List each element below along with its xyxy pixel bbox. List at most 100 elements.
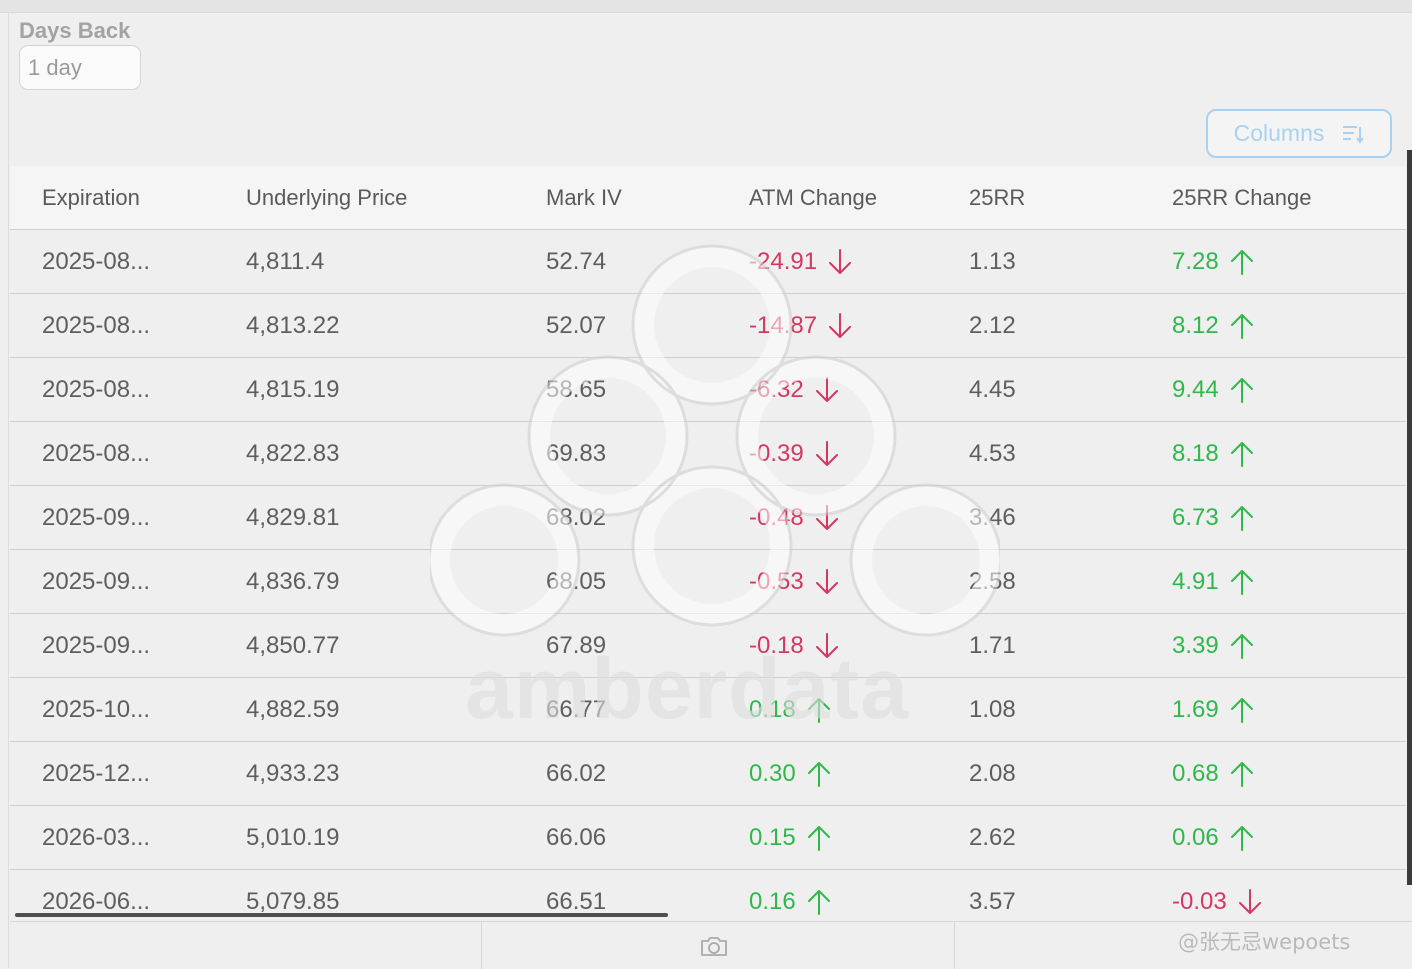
rr25-cell-value: 3.57 bbox=[969, 887, 1016, 915]
underlying-price-cell-value: 4,811.4 bbox=[246, 247, 325, 275]
days-back-label: Days Back bbox=[19, 18, 131, 43]
mark-iv-cell: 67.89 bbox=[546, 614, 606, 677]
rr25-change-cell-value: 0.68 bbox=[1172, 759, 1219, 787]
underlying-price-cell: 4,813.22 bbox=[246, 294, 339, 357]
options-table: Expiration Underlying Price Mark IV ATM Cha… bbox=[10, 166, 1406, 921]
rr25-cell: 2.58 bbox=[969, 550, 1016, 613]
header-expiration[interactable]: Expiration bbox=[42, 184, 140, 210]
header-25rr-change[interactable]: 25RR Change bbox=[1172, 184, 1312, 210]
rr25-change-cell: 4.91 bbox=[1172, 550, 1255, 613]
rr25-change-cell: 1.69 bbox=[1172, 678, 1255, 741]
rr25-cell-value: 1.71 bbox=[969, 631, 1016, 659]
rr25-cell: 1.13 bbox=[969, 230, 1016, 293]
atm-change-cell: -0.39 bbox=[749, 422, 840, 485]
table-row[interactable]: 2025-12... 4,933.23 66.02 0.30 2.08 0.68 bbox=[10, 742, 1406, 806]
table-row[interactable]: 2025-09... 4,836.79 68.05 -0.53 2.58 4.91 bbox=[10, 550, 1406, 614]
rr25-change-cell-value: 9.44 bbox=[1172, 375, 1219, 403]
mark-iv-cell-value: 58.65 bbox=[546, 375, 607, 403]
arrow-up-icon bbox=[807, 825, 830, 851]
camera-icon[interactable] bbox=[699, 934, 729, 958]
underlying-price-cell-value: 4,813.22 bbox=[246, 311, 340, 339]
expiration-cell-value: 2026-06... bbox=[42, 887, 151, 915]
table-row[interactable]: 2026-06... 5,079.85 66.51 0.16 3.57 -0.03 bbox=[10, 870, 1406, 921]
arrow-up-icon bbox=[1230, 825, 1253, 851]
underlying-price-cell-value: 4,815.19 bbox=[246, 375, 340, 403]
rr25-change-cell-value: 1.69 bbox=[1172, 695, 1219, 723]
rr25-change-cell-value: 6.73 bbox=[1172, 503, 1219, 531]
rr25-cell: 2.08 bbox=[969, 742, 1016, 805]
mark-iv-cell: 69.83 bbox=[546, 422, 606, 485]
atm-change-cell: -0.48 bbox=[749, 486, 840, 549]
mark-iv-cell: 58.65 bbox=[546, 358, 606, 421]
expiration-cell-value: 2025-09... bbox=[42, 567, 151, 595]
arrow-up-icon bbox=[1230, 313, 1253, 339]
rr25-change-cell-value: 3.39 bbox=[1172, 631, 1219, 659]
arrow-up-icon bbox=[1230, 697, 1253, 723]
rr25-cell-value: 1.13 bbox=[969, 247, 1016, 275]
footer-divider bbox=[481, 922, 482, 969]
rr25-change-cell: 8.12 bbox=[1172, 294, 1255, 357]
expiration-cell: 2026-06... bbox=[42, 870, 150, 921]
vertical-scrollbar[interactable] bbox=[1407, 150, 1412, 885]
expiration-cell-value: 2025-09... bbox=[42, 503, 151, 531]
atm-change-cell: 0.15 bbox=[749, 806, 832, 869]
atm-change-cell: -0.18 bbox=[749, 614, 840, 677]
underlying-price-cell-value: 5,010.19 bbox=[246, 823, 340, 851]
table-row[interactable]: 2025-08... 4,811.4 52.74 -24.91 1.13 7.28 bbox=[10, 230, 1406, 294]
table-row[interactable]: 2025-09... 4,850.77 67.89 -0.18 1.71 3.39 bbox=[10, 614, 1406, 678]
expiration-cell: 2026-03... bbox=[42, 806, 150, 869]
arrow-down-icon bbox=[815, 632, 838, 658]
table-header: Expiration Underlying Price Mark IV ATM Cha… bbox=[10, 166, 1406, 230]
rr25-cell: 2.62 bbox=[969, 806, 1016, 869]
arrow-up-icon bbox=[807, 889, 830, 915]
underlying-price-cell-value: 4,829.81 bbox=[246, 503, 340, 531]
table-row[interactable]: 2025-08... 4,813.22 52.07 -14.87 2.12 8.12 bbox=[10, 294, 1406, 358]
header-25rr[interactable]: 25RR bbox=[969, 184, 1026, 210]
expiration-cell: 2025-09... bbox=[42, 550, 150, 613]
mark-iv-cell-value: 66.02 bbox=[546, 759, 607, 787]
atm-change-cell-value: 0.18 bbox=[749, 695, 796, 723]
rr25-cell-value: 3.46 bbox=[969, 503, 1016, 531]
footer-divider bbox=[954, 922, 955, 969]
table-row[interactable]: 2025-08... 4,815.19 58.65 -6.32 4.45 9.44 bbox=[10, 358, 1406, 422]
table-row[interactable]: 2025-09... 4,829.81 68.02 -0.48 3.46 6.73 bbox=[10, 486, 1406, 550]
rr25-cell: 3.46 bbox=[969, 486, 1016, 549]
mark-iv-cell: 52.07 bbox=[546, 294, 606, 357]
table-row[interactable]: 2025-10... 4,882.59 66.77 0.18 1.08 1.69 bbox=[10, 678, 1406, 742]
mark-iv-cell: 66.77 bbox=[546, 678, 606, 741]
arrow-down-icon bbox=[829, 312, 852, 338]
header-underlying-price[interactable]: Underlying Price bbox=[246, 184, 408, 210]
underlying-price-cell: 4,933.23 bbox=[246, 742, 339, 805]
mark-iv-cell: 66.02 bbox=[546, 742, 606, 805]
expiration-cell-value: 2025-12... bbox=[42, 759, 151, 787]
rr25-change-cell-value: -0.03 bbox=[1172, 887, 1227, 915]
expiration-cell: 2025-08... bbox=[42, 422, 150, 485]
columns-button[interactable]: Columns bbox=[1206, 109, 1392, 158]
table-row[interactable]: 2025-08... 4,822.83 69.83 -0.39 4.53 8.18 bbox=[10, 422, 1406, 486]
arrow-up-icon bbox=[1230, 569, 1253, 595]
sort-lines-icon bbox=[1343, 125, 1365, 144]
expiration-cell: 2025-08... bbox=[42, 294, 150, 357]
rr25-change-cell: -0.03 bbox=[1172, 870, 1263, 921]
table-row[interactable]: 2026-03... 5,010.19 66.06 0.15 2.62 0.06 bbox=[10, 806, 1406, 870]
expiration-cell: 2025-09... bbox=[42, 486, 150, 549]
top-bar bbox=[0, 0, 1412, 13]
rr25-change-cell: 6.73 bbox=[1172, 486, 1255, 549]
rr25-cell: 4.45 bbox=[969, 358, 1016, 421]
arrow-up-icon bbox=[1230, 249, 1253, 275]
days-back-input[interactable] bbox=[19, 45, 141, 90]
expiration-cell: 2025-08... bbox=[42, 358, 150, 421]
horizontal-scrollbar[interactable] bbox=[15, 913, 668, 917]
rr25-change-cell: 9.44 bbox=[1172, 358, 1255, 421]
underlying-price-cell: 4,836.79 bbox=[246, 550, 339, 613]
rr25-cell-value: 1.08 bbox=[969, 695, 1016, 723]
arrow-down-icon bbox=[815, 440, 838, 466]
rr25-cell-value: 2.62 bbox=[969, 823, 1016, 851]
header-mark-iv[interactable]: Mark IV bbox=[546, 184, 622, 210]
rr25-cell: 1.71 bbox=[969, 614, 1016, 677]
expiration-cell: 2025-12... bbox=[42, 742, 150, 805]
rr25-cell: 2.12 bbox=[969, 294, 1016, 357]
rr25-cell-value: 4.53 bbox=[969, 439, 1016, 467]
header-atm-change[interactable]: ATM Change bbox=[749, 184, 877, 210]
rr25-change-cell: 0.68 bbox=[1172, 742, 1255, 805]
